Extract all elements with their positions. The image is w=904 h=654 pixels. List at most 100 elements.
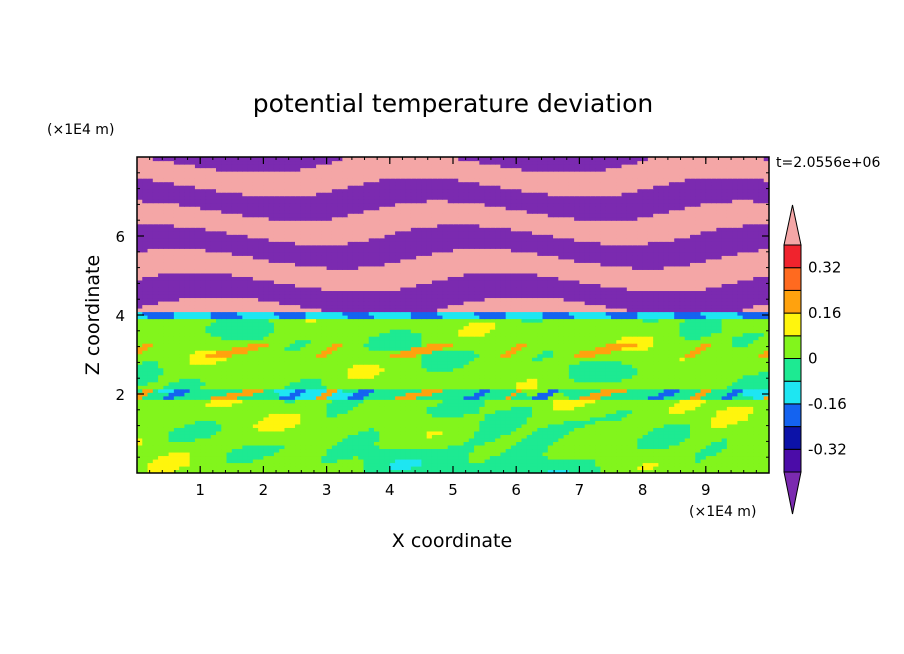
heatmap-cell [658,371,665,376]
heatmap-cell [516,346,523,351]
heatmap-cell [595,430,602,435]
heatmap-cell [679,455,686,460]
heatmap-cell [416,367,422,372]
heatmap-cell [426,469,433,473]
heatmap-cell [579,336,586,341]
heatmap-cell [158,378,164,383]
heatmap-cell [163,381,170,386]
heatmap-cell [753,336,760,341]
heatmap-cell [231,360,238,365]
heatmap-cell [221,374,228,379]
heatmap-cell [142,469,149,473]
heatmap-cell [458,360,465,365]
heatmap-cell [732,388,738,393]
heatmap-cell [637,451,644,457]
heatmap-cell [316,381,322,386]
heatmap-cell [458,469,465,473]
heatmap-cell [526,427,533,432]
heatmap-cell [295,409,301,414]
heatmap-cell [337,325,343,330]
heatmap-cell [379,343,386,348]
heatmap-cell [479,385,486,390]
heatmap-cell [426,336,433,341]
heatmap-cell [647,413,654,418]
heatmap-cell [305,455,312,460]
heatmap-cell [205,374,212,379]
heatmap-cell [458,381,465,386]
heatmap-cell [732,451,738,457]
heatmap-cell [289,423,296,428]
heatmap-cell [352,413,359,418]
heatmap-cell [152,416,159,421]
heatmap-cell [605,329,612,334]
heatmap-cell [653,381,659,386]
heatmap-cell [352,350,359,355]
heatmap-cell [484,416,491,421]
heatmap-cell [200,388,207,393]
heatmap-cell [463,364,470,369]
heatmap-cell [653,434,659,439]
heatmap-cell [510,381,517,386]
heatmap-cell [516,427,523,432]
heatmap-cell [226,402,233,407]
heatmap-cell [742,339,749,344]
heatmap-cell [753,395,760,400]
heatmap-cell [495,423,501,428]
heatmap-cell [305,325,312,330]
heatmap-cell [184,434,191,439]
heatmap-cell [500,437,507,442]
heatmap-cell [284,409,291,414]
heatmap-cell [173,364,180,369]
heatmap-cell [410,395,417,400]
heatmap-cell [668,360,675,365]
heatmap-cell [737,444,744,450]
heatmap-cell [684,346,691,351]
heatmap-cell [368,329,375,334]
heatmap-cell [352,430,359,435]
heatmap-cell [574,402,580,407]
heatmap-cell [468,360,475,365]
heatmap-cell [574,353,580,358]
heatmap-cell [416,388,422,393]
heatmap-cell [516,406,523,411]
heatmap-cell [474,395,480,400]
heatmap-cell [184,465,191,471]
heatmap-cell [363,430,370,435]
heatmap-cell [505,462,512,467]
heatmap-cell [568,350,575,355]
heatmap-cell [216,399,222,404]
heatmap-cell [447,413,454,418]
heatmap-cell [305,420,312,425]
heatmap-cell [484,346,491,351]
heatmap-cell [700,329,707,334]
heatmap-cell [763,427,769,432]
heatmap-cell [337,423,343,428]
heatmap-cell [605,353,612,358]
heatmap-cell [579,462,586,467]
heatmap-cell [368,378,375,383]
heatmap-cell [205,395,212,400]
heatmap-cell [674,343,681,348]
heatmap-cell [553,420,559,425]
heatmap-cell [295,395,301,400]
heatmap-cell [479,455,486,460]
heatmap-cell [632,427,638,432]
heatmap-cell [216,409,222,414]
heatmap-cell [426,374,433,379]
heatmap-cell [747,451,754,457]
heatmap-cell [747,360,754,365]
heatmap-cell [173,430,180,435]
heatmap-cell [468,427,475,432]
heatmap-cell [179,364,185,369]
heatmap-cell [505,437,512,442]
heatmap-cell [668,465,675,471]
heatmap-cell [416,350,422,355]
heatmap-cell [316,339,322,344]
heatmap-cell [505,413,512,418]
heatmap-cell [437,374,444,379]
heatmap-cell [210,420,217,425]
heatmap-cell [342,462,349,467]
heatmap-cell [621,399,628,404]
heatmap-cell [532,367,538,372]
heatmap-cell [463,430,470,435]
